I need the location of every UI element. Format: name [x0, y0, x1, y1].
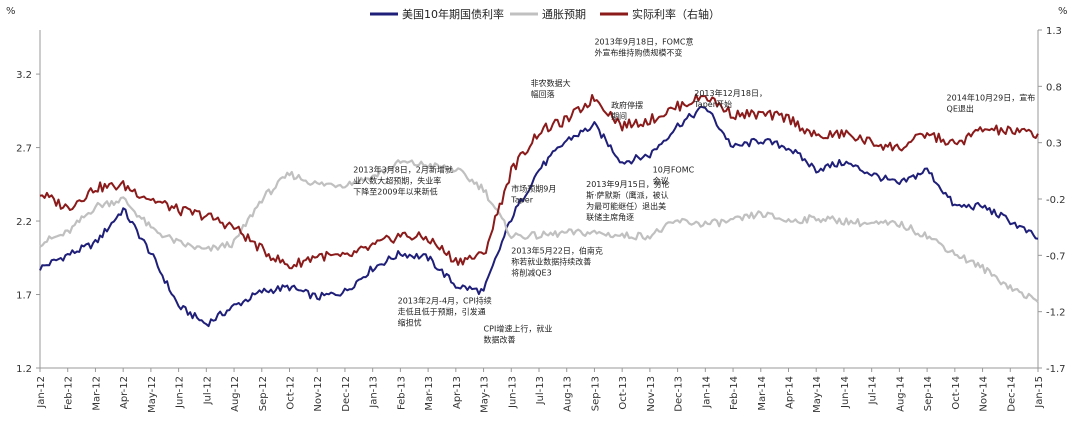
- x-tick-label: Oct-12: [286, 376, 297, 410]
- annotation-11-line-3: 缩担忧: [398, 317, 422, 327]
- x-tick-label: Jul-13: [535, 376, 546, 405]
- x-tick-label: Nov-13: [646, 376, 657, 412]
- annotation-2-line-2: Taper开始: [693, 99, 732, 109]
- legend-label-3: 实际利率（右轴）: [632, 7, 720, 21]
- y-right-tick-label: 1.3: [1046, 26, 1062, 37]
- y-right-unit-label: %: [1058, 6, 1068, 17]
- annotation-12-line-2: 数据改善: [484, 334, 516, 344]
- annotation-4-line-2: 期间: [611, 112, 627, 121]
- annotation-8-line-3: 为最可能继任）退出美: [586, 201, 666, 211]
- annotation-3-line-2: 幅回落: [531, 89, 555, 99]
- x-tick-label: Mar-14: [757, 376, 768, 411]
- x-tick-label: Dec-14: [1006, 376, 1017, 412]
- x-tick-label: May-13: [480, 376, 491, 413]
- x-tick-label: Jan-15: [1034, 376, 1045, 409]
- y-right-tick-label: 0.3: [1046, 139, 1062, 150]
- annotation-7-line-1: 市场预期9月: [511, 184, 556, 194]
- y-left-tick-label: 1.7: [16, 291, 32, 302]
- annotation-5-line-2: QE退出: [947, 104, 974, 114]
- x-tick-label: Mar-13: [424, 376, 435, 411]
- annotation-11-line-2: 走低且低于预期，引发通: [398, 306, 486, 316]
- y-left-tick-label: 2.7: [16, 144, 32, 155]
- annotation-8-line-4: 联储主席角逐: [586, 212, 634, 222]
- x-tick-label: Apr-13: [452, 376, 463, 409]
- y-left-unit-label: %: [6, 6, 16, 17]
- annotation-4-line-1: 政府停摆: [611, 100, 643, 110]
- series-line-2: [39, 159, 1039, 303]
- x-tick-label: Mar-12: [91, 376, 102, 411]
- annotation-8-line-2: 斯·萨默斯（鹰派，被认: [586, 190, 669, 200]
- annotation-5-line-1: 2014年10月29日，宣布: [947, 93, 1036, 103]
- series-line-3: [39, 93, 1039, 270]
- x-tick-label: Sep-12: [258, 376, 269, 411]
- y-right-tick-label: -0.7: [1046, 251, 1066, 262]
- y-right-tick-label: -1.2: [1046, 308, 1066, 319]
- x-tick-label: Aug-13: [563, 376, 574, 412]
- x-tick-label: Dec-13: [674, 376, 685, 412]
- x-tick-label: Oct-14: [951, 376, 962, 410]
- x-tick-label: May-12: [147, 376, 158, 413]
- x-tick-label: Jun-13: [507, 376, 518, 409]
- x-tick-label: Nov-14: [979, 376, 990, 412]
- annotation-9-line-1: 10月FOMC: [653, 166, 695, 175]
- x-tick-label: Nov-12: [313, 376, 324, 412]
- annotation-7-line-2: Taper: [510, 196, 533, 205]
- y-right-tick-label: -0.2: [1046, 195, 1066, 206]
- annotation-10-line-2: 称若就业数据持续改善: [511, 256, 591, 266]
- x-tick-label: Apr-14: [785, 376, 796, 409]
- x-tick-label: Jul-14: [868, 376, 879, 405]
- x-tick-label: Jan-14: [701, 376, 712, 409]
- x-tick-label: May-14: [812, 376, 823, 413]
- x-tick-label: Sep-13: [590, 376, 601, 411]
- x-tick-label: Jun-12: [175, 376, 186, 409]
- x-tick-label: Jan-13: [369, 376, 380, 409]
- annotation-8-line-1: 2013年9月15日，劳伦: [586, 179, 670, 189]
- y-left-tick-label: 2.2: [16, 217, 32, 228]
- annotation-12-line-1: CPI增速上行，就业: [484, 323, 553, 333]
- x-tick-label: Sep-14: [923, 376, 934, 411]
- annotation-1-line-1: 2013年9月18日，FOMC意: [594, 37, 693, 47]
- x-tick-label: Oct-13: [618, 376, 629, 410]
- legend-label-1: 美国10年期国债利率: [402, 7, 504, 21]
- annotation-1-line-2: 外宣布维持购债规模不变: [594, 48, 682, 58]
- annotation-10-line-3: 将削减QE3: [511, 267, 551, 277]
- x-tick-label: Aug-12: [230, 376, 241, 412]
- x-tick-label: Jun-14: [840, 376, 851, 409]
- x-tick-label: Dec-12: [341, 376, 352, 412]
- y-right-tick-label: 0.8: [1046, 82, 1062, 93]
- legend-label-2: 通胀预期: [542, 8, 586, 21]
- annotation-3-line-1: 非农数据大: [531, 78, 571, 88]
- x-tick-label: Feb-12: [64, 376, 75, 410]
- series-line-1: [39, 105, 1039, 328]
- x-tick-label: Feb-14: [729, 376, 740, 410]
- y-left-tick-label: 3.2: [16, 70, 32, 81]
- x-tick-label: Apr-12: [119, 376, 130, 409]
- x-tick-label: Jan-12: [36, 376, 47, 409]
- annotation-6-line-2: 业人数大超预期，失业率: [353, 176, 441, 186]
- annotation-2-line-1: 2013年12月18日，: [694, 88, 767, 98]
- y-left-tick-label: 1.2: [16, 364, 32, 375]
- x-tick-label: Aug-14: [895, 376, 906, 412]
- x-tick-label: Jul-12: [202, 376, 213, 405]
- annotation-11-line-1: 2013年2月-4月，CPI持续: [398, 295, 492, 305]
- x-tick-label: Feb-13: [396, 376, 407, 410]
- y-right-tick-label: -1.7: [1046, 364, 1066, 375]
- annotation-6-line-1: 2013年3月8日，2月新增就: [353, 165, 453, 175]
- annotation-6-line-3: 下降至2009年以来新低: [353, 187, 437, 197]
- annotation-9-line-2: 会议: [653, 176, 669, 186]
- annotation-10-line-1: 2013年5月22日，伯南克: [511, 245, 603, 255]
